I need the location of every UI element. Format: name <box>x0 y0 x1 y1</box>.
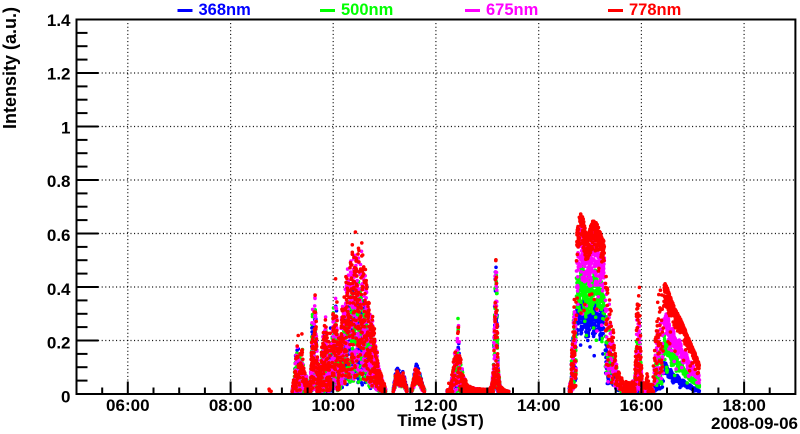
svg-text:06:00: 06:00 <box>106 396 149 415</box>
svg-text:Intensity (a.u.): Intensity (a.u.) <box>0 7 20 129</box>
svg-text:500nm: 500nm <box>341 1 393 19</box>
svg-text:0.8: 0.8 <box>47 172 71 191</box>
svg-text:10:00: 10:00 <box>311 396 354 415</box>
svg-text:0.6: 0.6 <box>47 226 71 245</box>
svg-text:0.4: 0.4 <box>47 280 71 299</box>
svg-text:12:00: 12:00 <box>414 396 457 415</box>
svg-text:16:00: 16:00 <box>620 396 663 415</box>
svg-text:2008-09-06: 2008-09-06 <box>711 414 798 433</box>
svg-text:368nm: 368nm <box>199 1 251 19</box>
svg-text:778nm: 778nm <box>629 1 681 19</box>
svg-text:675nm: 675nm <box>486 1 538 19</box>
svg-text:14:00: 14:00 <box>517 396 560 415</box>
svg-text:1: 1 <box>61 118 70 137</box>
svg-text:08:00: 08:00 <box>209 396 252 415</box>
svg-text:0.2: 0.2 <box>47 334 71 353</box>
svg-text:Time (JST): Time (JST) <box>397 411 484 430</box>
svg-text:1.4: 1.4 <box>47 11 71 30</box>
svg-text:1.2: 1.2 <box>47 65 71 84</box>
svg-text:18:00: 18:00 <box>722 396 765 415</box>
svg-text:0: 0 <box>61 387 70 406</box>
